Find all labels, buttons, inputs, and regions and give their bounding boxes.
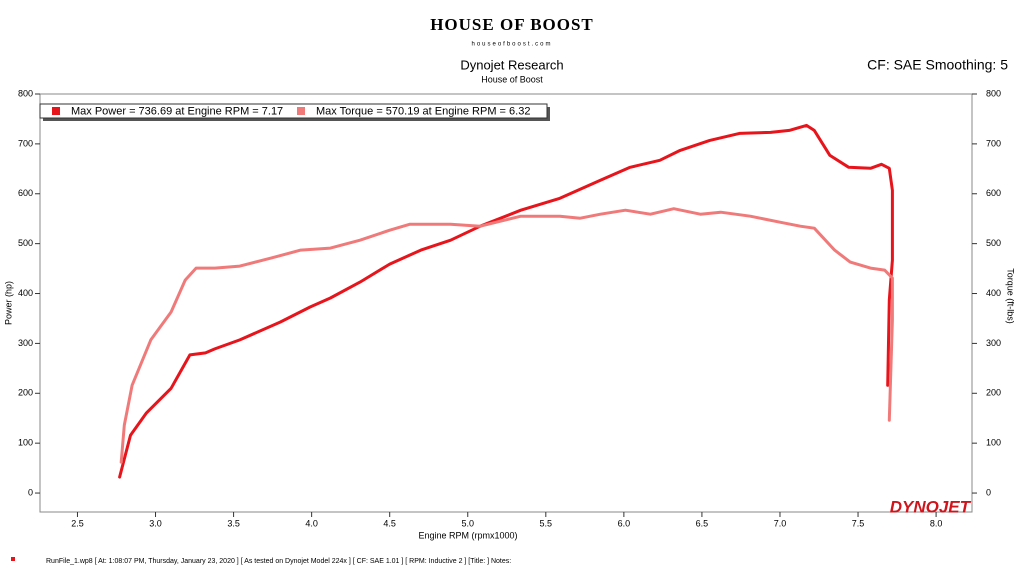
y-tick-label: 100	[18, 438, 33, 448]
y-tick-label: 400	[18, 288, 33, 298]
brand-logo: DYNOJET	[890, 497, 972, 516]
x-tick-label: 5.5	[540, 518, 553, 528]
y-tick-label: 200	[18, 388, 33, 398]
y2-tick-label: 300	[986, 338, 1001, 348]
legend-swatch	[52, 107, 60, 115]
y2-tick-label: 100	[986, 438, 1001, 448]
y-axis-label: Power (hp)	[3, 281, 13, 325]
chart-title: Dynojet Research	[460, 57, 563, 72]
y2-axis-label: Torque (ft-lbs)	[1006, 268, 1016, 324]
x-tick-label: 7.5	[852, 518, 865, 528]
y-tick-label: 300	[18, 338, 33, 348]
y2-tick-label: 600	[986, 188, 1001, 198]
y-tick-label: 600	[18, 188, 33, 198]
x-tick-label: 3.0	[149, 518, 162, 528]
logo-url: houseofboost.com	[471, 42, 552, 48]
correction-label: CF: SAE Smoothing: 5	[867, 57, 1008, 73]
y2-tick-label: 500	[986, 238, 1001, 248]
legend-label: Max Torque = 570.19 at Engine RPM = 6.32	[316, 105, 530, 117]
series-line	[118, 123, 894, 479]
y-tick-label: 800	[18, 88, 33, 98]
y2-tick-label: 800	[986, 88, 1001, 98]
x-tick-label: 6.0	[618, 518, 631, 528]
y2-tick-label: 700	[986, 138, 1001, 148]
x-axis-label: Engine RPM (rpmx1000)	[418, 530, 517, 540]
series-line	[119, 207, 894, 464]
x-tick-label: 6.5	[696, 518, 709, 528]
footer-marker	[11, 557, 15, 561]
x-tick-label: 4.0	[305, 518, 318, 528]
x-tick-label: 7.0	[774, 518, 787, 528]
y-tick-label: 500	[18, 238, 33, 248]
footer: RunFile_1.wp8 [ At: 1:08:07 PM, Thursday…	[46, 558, 511, 565]
x-tick-label: 2.5	[71, 518, 84, 528]
y2-tick-label: 200	[986, 388, 1001, 398]
logo: HOUSE OF BOOST	[430, 15, 594, 34]
x-tick-label: 5.0	[461, 518, 474, 528]
x-tick-label: 3.5	[227, 518, 240, 528]
plot-area	[39, 93, 973, 513]
legend-swatch	[297, 107, 305, 115]
x-tick-label: 4.5	[383, 518, 396, 528]
y2-tick-label: 0	[986, 487, 991, 497]
chart-subtitle: House of Boost	[481, 74, 543, 84]
x-tick-label: 8.0	[930, 518, 943, 528]
legend-label: Max Power = 736.69 at Engine RPM = 7.17	[71, 105, 283, 117]
y2-tick-label: 400	[986, 288, 1001, 298]
y-tick-label: 700	[18, 138, 33, 148]
legend	[39, 103, 548, 119]
y-tick-label: 0	[28, 487, 33, 497]
